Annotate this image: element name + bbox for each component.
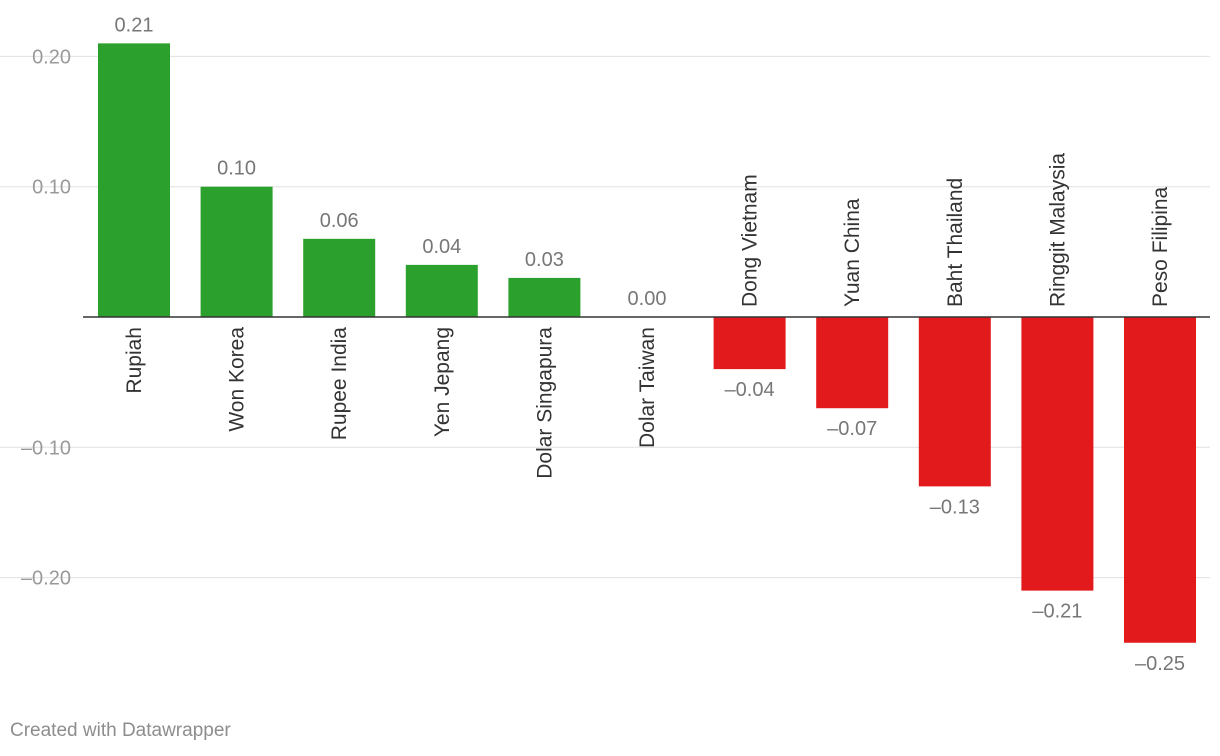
value-label: –0.13 <box>930 496 980 518</box>
value-label: 0.21 <box>115 14 154 36</box>
category-labels: Rupiah Won Korea Rupee India Yen Jepang Dola… <box>123 153 1172 479</box>
category-label: Dong Vietnam <box>739 174 762 307</box>
category-label: Yen Jepang <box>431 327 454 437</box>
value-label: 0.06 <box>320 210 359 232</box>
value-label: 0.00 <box>628 288 667 310</box>
bar <box>816 317 889 409</box>
bar <box>918 317 991 487</box>
y-tick-label: –0.10 <box>21 437 71 459</box>
bars <box>98 43 1196 643</box>
category-label: Dolar Singapura <box>533 327 556 479</box>
value-label: –0.25 <box>1135 653 1185 675</box>
value-labels: 0.21 0.10 0.06 0.04 0.03 0.00 –0.04 –0.07 –0.13 –… <box>115 14 1186 674</box>
bar <box>303 238 376 317</box>
category-label: Rupiah <box>123 327 146 394</box>
value-label: 0.03 <box>525 249 564 271</box>
bar <box>713 317 786 370</box>
value-label: 0.04 <box>422 236 461 258</box>
value-label: –0.07 <box>827 418 877 440</box>
y-tick-labels: 0.20 0.10 –0.10 –0.20 <box>21 46 71 589</box>
category-label: Won Korea <box>226 327 249 432</box>
category-label: Yuan China <box>841 198 864 307</box>
value-label: –0.21 <box>1032 601 1082 623</box>
value-label: –0.04 <box>725 379 775 401</box>
bar <box>98 43 170 318</box>
category-label: Baht Thailand <box>944 178 967 307</box>
category-label: Ringgit Malaysia <box>1046 153 1069 307</box>
y-tick-label: 0.10 <box>32 177 71 199</box>
bar <box>200 186 273 317</box>
category-label: Rupee India <box>328 327 351 441</box>
bar <box>405 264 478 317</box>
category-label: Peso Filipina <box>1149 186 1172 307</box>
y-tick-label: –0.20 <box>21 568 71 590</box>
bar <box>508 277 581 317</box>
value-label: 0.10 <box>217 158 256 180</box>
bar <box>1124 317 1196 643</box>
category-label: Dolar Taiwan <box>636 327 659 448</box>
credit-text: Created with Datawrapper <box>10 720 231 741</box>
y-tick-label: 0.20 <box>32 46 71 68</box>
bar <box>1021 317 1094 591</box>
